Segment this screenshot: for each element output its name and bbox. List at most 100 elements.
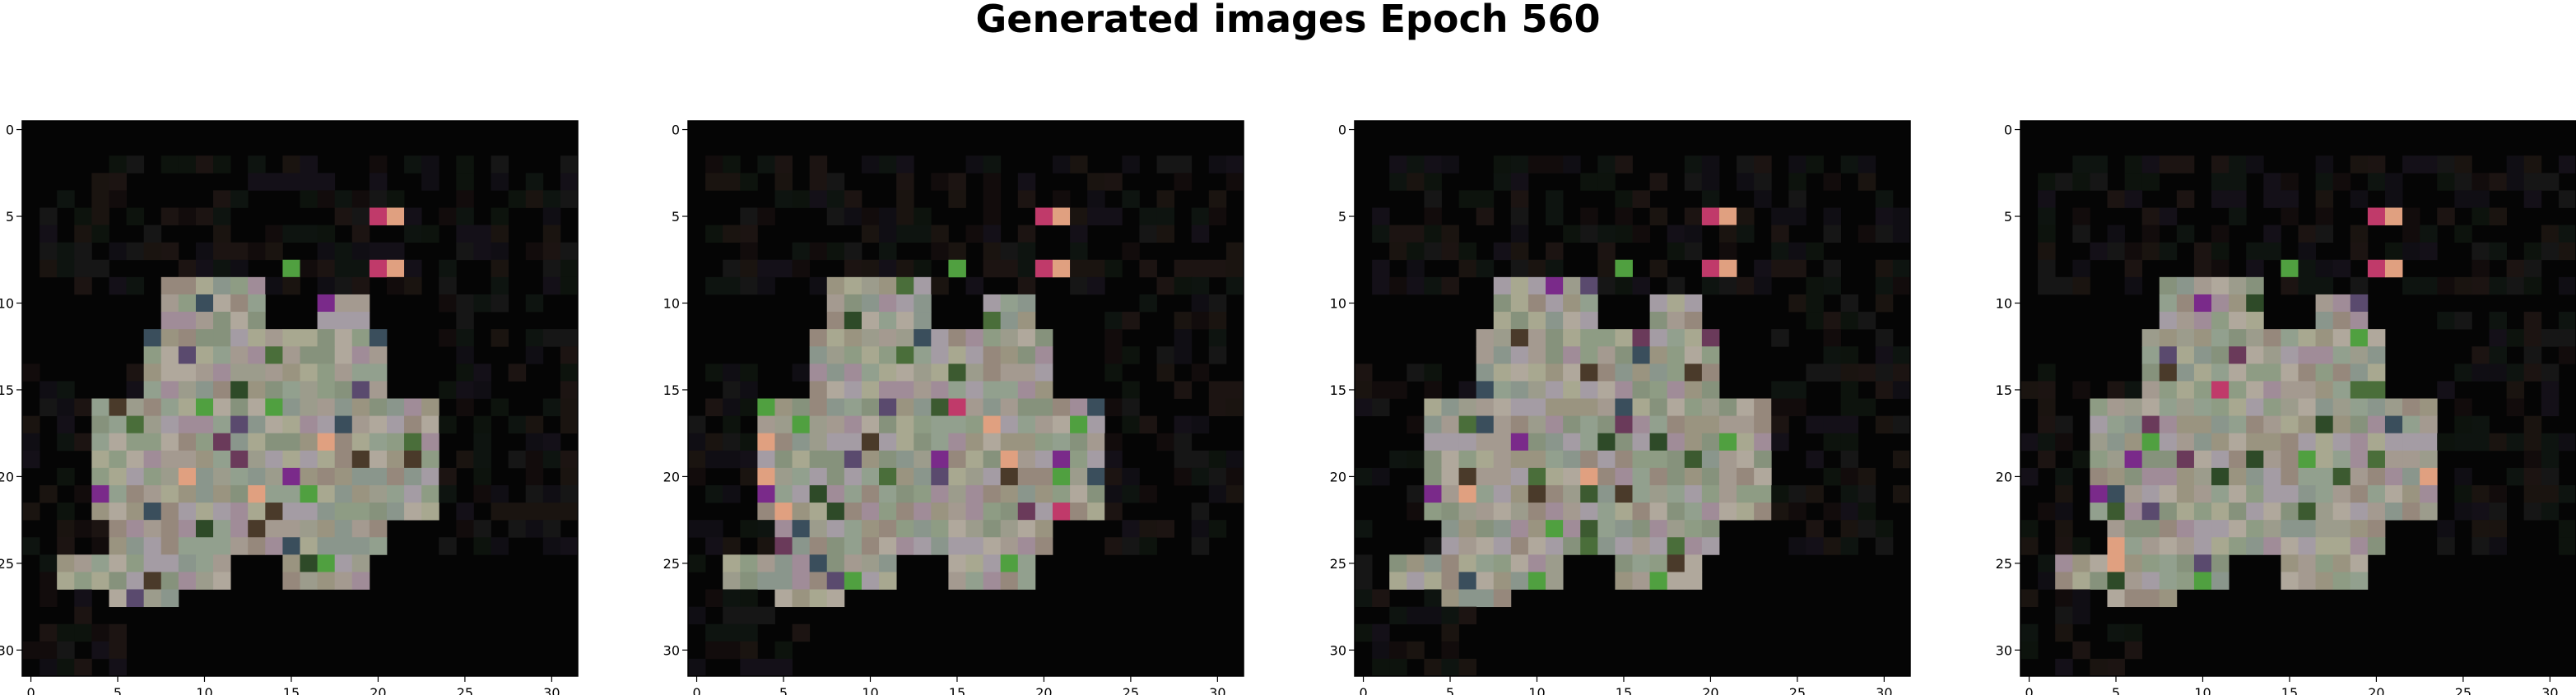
pixel — [861, 398, 880, 416]
pixel — [948, 381, 966, 399]
pixel — [40, 207, 58, 225]
pixel — [1875, 346, 1894, 364]
pixel — [1667, 484, 1686, 503]
pixel — [1407, 606, 1425, 625]
pixel — [1424, 537, 1442, 555]
pixel — [1546, 190, 1564, 208]
pixel — [1840, 294, 1859, 313]
pixel — [421, 398, 439, 416]
pixel — [1667, 467, 1686, 486]
pixel — [2124, 259, 2143, 278]
pixel — [2402, 276, 2420, 295]
pixel — [2263, 467, 2281, 486]
pixel — [1441, 415, 1459, 434]
pixel — [109, 641, 127, 660]
pixel — [914, 398, 932, 416]
pixel — [2038, 190, 2056, 208]
pixel — [91, 225, 109, 243]
pixel — [542, 329, 561, 347]
pixel — [2471, 364, 2490, 382]
pixel — [265, 225, 283, 243]
pixel — [723, 484, 741, 503]
pixel — [57, 398, 75, 416]
pixel — [213, 346, 231, 364]
pixel — [1458, 398, 1477, 416]
pixel — [2350, 242, 2369, 261]
pixel — [2332, 554, 2351, 572]
pixel — [2246, 242, 2264, 261]
pixel — [2038, 381, 2056, 399]
pixel — [965, 572, 983, 590]
pixel — [369, 346, 388, 364]
pixel — [1191, 415, 1210, 434]
pixel — [2211, 450, 2230, 469]
pixel — [2246, 155, 2264, 174]
pixel — [160, 467, 179, 486]
pixel — [334, 433, 353, 452]
pixel — [1139, 484, 1157, 503]
pixel — [2315, 537, 2334, 555]
pixel — [983, 329, 1002, 347]
pixel — [1875, 294, 1894, 313]
pixel — [2541, 503, 2560, 521]
pixel — [525, 294, 544, 313]
pixel — [1667, 364, 1686, 382]
pixel — [1615, 450, 1633, 469]
pixel — [2402, 207, 2420, 225]
pixel — [1667, 294, 1686, 313]
pixel — [1649, 520, 1668, 538]
pixel — [1035, 398, 1053, 416]
pixel — [2229, 329, 2247, 347]
pixel — [1615, 190, 1633, 208]
pixel — [1035, 537, 1053, 555]
pixel — [1510, 503, 1529, 521]
pixel — [2506, 173, 2525, 191]
pixel — [2176, 346, 2195, 364]
pixel — [230, 190, 249, 208]
pixel — [1597, 173, 1616, 191]
pixel — [896, 155, 914, 174]
pixel — [1771, 415, 1789, 434]
pixel — [1225, 484, 1244, 503]
pixel — [456, 294, 474, 313]
pixel — [2437, 312, 2455, 330]
pixel — [1493, 381, 1512, 399]
pixel — [723, 415, 741, 434]
pixel — [2229, 503, 2247, 521]
pixel — [1174, 450, 1193, 469]
pixel — [2489, 364, 2508, 382]
pixel — [74, 259, 92, 278]
pixel — [230, 433, 249, 452]
pixel — [983, 415, 1002, 434]
pixel — [248, 433, 266, 452]
pixel — [757, 415, 775, 434]
pixel — [723, 606, 741, 625]
pixel — [1104, 467, 1123, 486]
pixel — [143, 225, 162, 243]
pixel — [1000, 346, 1019, 364]
pixel — [300, 503, 318, 521]
pixel — [2141, 503, 2160, 521]
pixel — [879, 242, 897, 261]
pixel — [1510, 190, 1529, 208]
pixel — [1208, 190, 1227, 208]
pixel — [2315, 155, 2334, 174]
pixel — [2350, 537, 2369, 555]
pixel — [688, 433, 706, 452]
pixel — [2489, 329, 2508, 347]
x-tick-label: 0 — [26, 685, 35, 695]
pixel — [248, 329, 266, 347]
pixel — [195, 381, 214, 399]
pixel — [282, 364, 300, 382]
pixel — [2332, 364, 2351, 382]
pixel — [1823, 329, 1842, 347]
pixel — [508, 364, 527, 382]
pixel — [2471, 415, 2490, 434]
pixel — [723, 364, 741, 382]
pixel — [1407, 415, 1425, 434]
y-tick-label: 15 — [0, 382, 14, 398]
pixel — [2124, 589, 2143, 608]
pixel — [2038, 173, 2056, 191]
pixel — [983, 572, 1002, 590]
x-tick-label: 25 — [1789, 685, 1806, 695]
